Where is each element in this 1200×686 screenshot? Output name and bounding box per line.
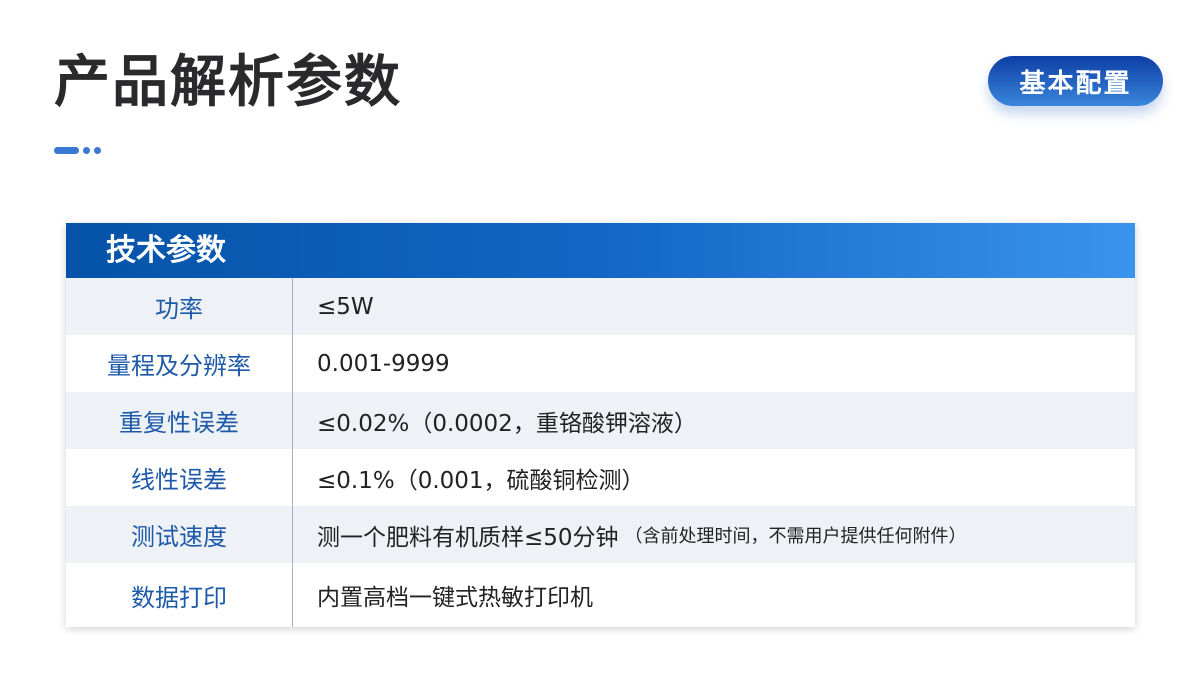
- row-value: 测一个肥料有机质样≤50分钟 （含前处理时间，不需用户提供任何附件）: [293, 506, 1135, 563]
- table-row: 重复性误差 ≤0.02%（0.0002，重铬酸钾溶液）: [66, 392, 1135, 449]
- row-value-text: ≤0.02%（0.0002，重铬酸钾溶液）: [317, 410, 697, 437]
- row-value: ≤0.02%（0.0002，重铬酸钾溶液）: [293, 392, 1135, 449]
- table-row: 量程及分辨率 0.001-9999: [66, 335, 1135, 392]
- row-value: ≤5W: [293, 278, 1135, 335]
- row-label: 测试速度: [66, 506, 293, 563]
- row-value-note: （含前处理时间，不需用户提供任何附件）: [624, 525, 967, 547]
- title-decoration: [54, 147, 101, 154]
- row-value: 0.001-9999: [293, 335, 1135, 392]
- decoration-bar: [54, 147, 79, 154]
- table-row: 测试速度 测一个肥料有机质样≤50分钟 （含前处理时间，不需用户提供任何附件）: [66, 506, 1135, 563]
- row-value: ≤0.1%（0.001，硫酸铜检测）: [293, 449, 1135, 506]
- row-label: 功率: [66, 278, 293, 335]
- table-row: 线性误差 ≤0.1%（0.001，硫酸铜检测）: [66, 449, 1135, 506]
- page-title: 产品解析参数: [54, 50, 402, 115]
- row-label: 重复性误差: [66, 392, 293, 449]
- table-row: 功率 ≤5W: [66, 278, 1135, 335]
- table-header: 技术参数: [66, 223, 1135, 278]
- table-row: 数据打印 内置高档一键式热敏打印机: [66, 563, 1135, 627]
- row-value-text: ≤5W: [317, 293, 374, 320]
- row-value-text: ≤0.1%（0.001，硫酸铜检测）: [317, 467, 645, 494]
- row-label: 线性误差: [66, 449, 293, 506]
- spec-table: 技术参数 功率 ≤5W 量程及分辨率 0.001-9999 重复性误差 ≤0.02%（…: [66, 223, 1135, 627]
- row-value-text: 0.001-9999: [317, 350, 450, 377]
- basic-config-button[interactable]: 基本配置: [988, 56, 1163, 106]
- row-label: 数据打印: [66, 563, 293, 627]
- table-body: 功率 ≤5W 量程及分辨率 0.001-9999 重复性误差 ≤0.02%（0.000…: [66, 278, 1135, 627]
- decoration-dot: [83, 147, 90, 154]
- row-value-text: 测一个肥料有机质样≤50分钟: [317, 524, 619, 551]
- row-value-text: 内置高档一键式热敏打印机: [317, 585, 593, 611]
- row-value: 内置高档一键式热敏打印机: [293, 563, 1135, 627]
- decoration-dot: [94, 147, 101, 154]
- row-label: 量程及分辨率: [66, 335, 293, 392]
